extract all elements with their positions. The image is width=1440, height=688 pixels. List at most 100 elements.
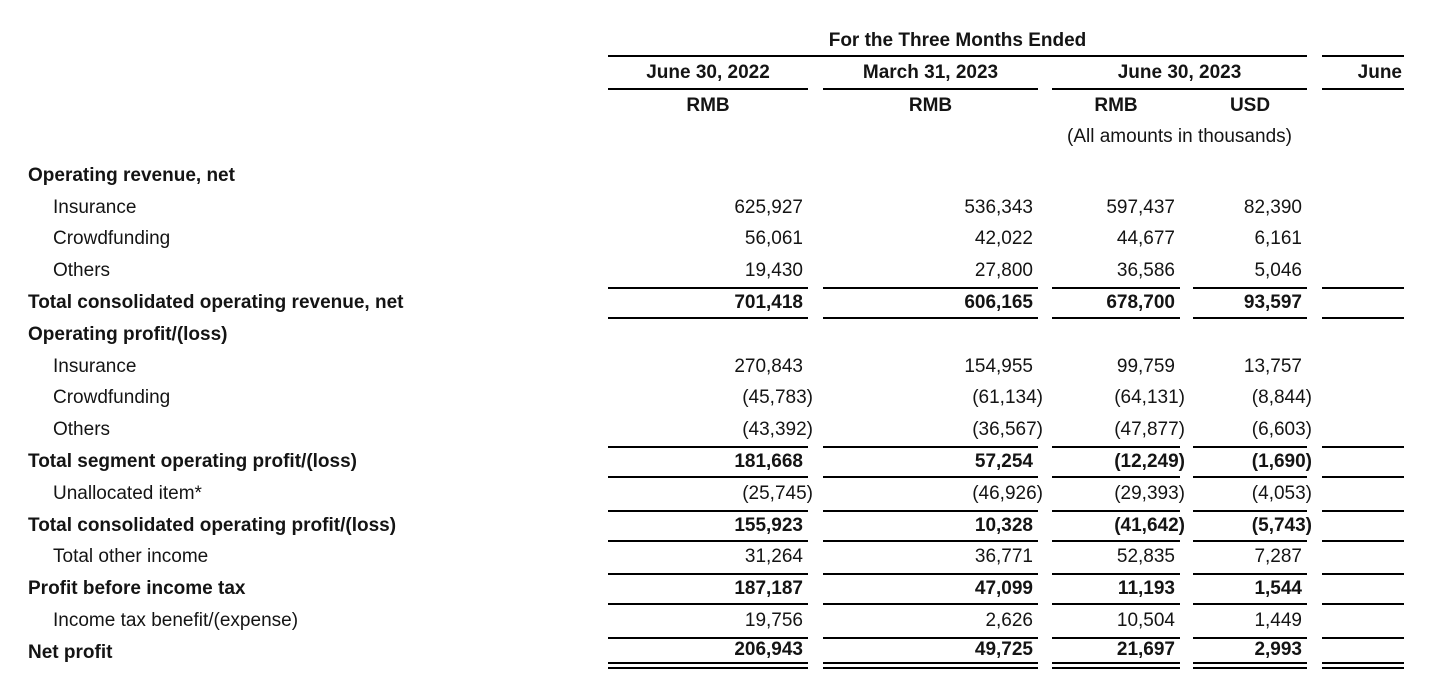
value-cell: (64,131)	[1114, 387, 1185, 409]
value-cell: 154,955	[964, 355, 1033, 377]
value-cell-empty	[1322, 446, 1404, 478]
row-label: Others	[53, 260, 111, 282]
value-cell: (46,926)	[972, 482, 1043, 504]
table-row: Operating revenue, net	[0, 160, 1440, 192]
row-label: Operating revenue, net	[28, 164, 235, 186]
value-cell-empty	[1322, 224, 1404, 256]
value-cell: 181,668	[608, 446, 808, 478]
row-label: Crowdfunding	[53, 228, 171, 250]
value-cell: 536,343	[964, 196, 1033, 218]
row-label: Profit before income tax	[28, 578, 246, 600]
value-cell-empty	[1322, 636, 1404, 669]
unit-header-rmb-1: RMB	[686, 94, 730, 116]
row-label: Income tax benefit/(expense)	[53, 610, 299, 632]
value-cell-empty	[1322, 255, 1404, 287]
row-label: Crowdfunding	[53, 387, 171, 409]
value-cell: 31,264	[744, 546, 803, 568]
table-row: Others 19,430 27,800 36,586 5,046	[0, 255, 1440, 287]
value-cell: 42,022	[974, 228, 1033, 250]
amounts-note: (All amounts in thousands)	[1067, 126, 1292, 147]
value-cell: (12,249)	[1052, 446, 1185, 478]
value-cell: 27,800	[974, 260, 1033, 282]
column-header-march-31-2023: March 31, 2023	[823, 57, 1038, 90]
value-cell-empty	[1322, 573, 1404, 606]
value-cell: 49,725	[823, 636, 1038, 669]
value-cell-empty	[1322, 287, 1404, 319]
value-cell: 19,430	[744, 260, 803, 282]
value-cell-empty	[1322, 605, 1404, 637]
table-row: Unallocated item* (25,745) (46,926) (29,…	[0, 478, 1440, 510]
unit-header-usd: USD	[1229, 94, 1271, 116]
column-header-june-truncated: June	[1322, 57, 1404, 90]
value-cell: 57,254	[823, 446, 1038, 478]
unit-header-rmb-3: RMB	[1094, 94, 1138, 116]
table-row: Insurance 625,927 536,343 597,437 82,390	[0, 192, 1440, 224]
value-cell: (4,053)	[1251, 482, 1312, 504]
value-cell: (25,745)	[742, 482, 813, 504]
value-cell: (1,690)	[1193, 446, 1312, 478]
value-cell: 1,544	[1193, 573, 1307, 606]
column-header-june-30-2022: June 30, 2022	[608, 57, 808, 90]
date-headers-row: June 30, 2022 March 31, 2023 June 30, 20…	[0, 57, 1440, 90]
june-column-top-rule	[1322, 30, 1404, 57]
table-row-total: Total consolidated operating profit/(los…	[0, 509, 1440, 542]
value-cell: 47,099	[823, 573, 1038, 606]
value-cell: 11,193	[1052, 573, 1180, 606]
value-cell: 82,390	[1243, 196, 1302, 218]
value-cell-empty	[1322, 383, 1404, 415]
table-row: Crowdfunding 56,061 42,022 44,677 6,161	[0, 224, 1440, 256]
value-cell: 93,597	[1193, 287, 1307, 319]
value-cell: 597,437	[1106, 196, 1175, 218]
value-cell: 625,927	[734, 196, 803, 218]
table-row-total: Profit before income tax 187,187 47,099 …	[0, 573, 1440, 606]
value-cell: 36,771	[974, 546, 1033, 568]
value-cell-empty	[1322, 509, 1404, 542]
value-cell-empty	[1322, 414, 1404, 446]
value-cell: 1,449	[1254, 610, 1302, 632]
table-row: Operating profit/(loss)	[0, 319, 1440, 351]
header-body-spacer	[0, 153, 1440, 160]
value-cell: 6,161	[1254, 228, 1302, 250]
value-cell: (47,877)	[1114, 419, 1185, 441]
value-cell: 606,165	[823, 287, 1038, 319]
value-cell: 10,504	[1116, 610, 1175, 632]
table-row: Insurance 270,843 154,955 99,759 13,757	[0, 351, 1440, 383]
value-cell: 206,943	[608, 636, 808, 669]
table-row: Others (43,392) (36,567) (47,877) (6,603…	[0, 414, 1440, 446]
table-row-total: Total consolidated operating revenue, ne…	[0, 287, 1440, 319]
value-cell: (43,392)	[742, 419, 813, 441]
row-label: Operating profit/(loss)	[28, 323, 228, 345]
value-cell: 21,697	[1052, 636, 1180, 669]
value-cell-empty	[1322, 192, 1404, 224]
value-cell: 19,756	[744, 610, 803, 632]
value-cell: (41,642)	[1052, 509, 1185, 542]
value-cell: 7,287	[1254, 546, 1302, 568]
period-header: For the Three Months Ended	[608, 30, 1307, 57]
value-cell: (29,393)	[1114, 482, 1185, 504]
table-row: Crowdfunding (45,783) (61,134) (64,131) …	[0, 383, 1440, 415]
value-cell: 701,418	[608, 287, 808, 319]
row-label: Total consolidated operating profit/(los…	[28, 514, 397, 536]
value-cell: (8,844)	[1251, 387, 1312, 409]
unit-header-rmb-2: RMB	[908, 94, 953, 116]
value-cell-empty	[1322, 478, 1404, 510]
value-cell: 36,586	[1116, 260, 1175, 282]
value-cell-empty	[1322, 542, 1404, 574]
value-cell: (45,783)	[742, 387, 813, 409]
value-cell: 44,677	[1116, 228, 1175, 250]
row-label: Total other income	[53, 546, 209, 568]
row-label: Total segment operating profit/(loss)	[28, 451, 357, 473]
value-cell: 52,835	[1116, 546, 1175, 568]
amounts-note-row: (All amounts in thousands)	[0, 121, 1440, 153]
value-cell: 2,993	[1193, 636, 1307, 669]
value-cell: (6,603)	[1251, 419, 1312, 441]
table-row: Income tax benefit/(expense) 19,756 2,62…	[0, 605, 1440, 637]
value-cell: 56,061	[744, 228, 803, 250]
value-cell: 2,626	[985, 610, 1033, 632]
unit-headers-row: RMB RMB RMB USD	[0, 90, 1440, 121]
value-cell: 270,843	[734, 355, 803, 377]
table-row-total: Total segment operating profit/(loss) 18…	[0, 446, 1440, 478]
row-label: Net profit	[28, 641, 113, 663]
value-cell: 678,700	[1052, 287, 1180, 319]
